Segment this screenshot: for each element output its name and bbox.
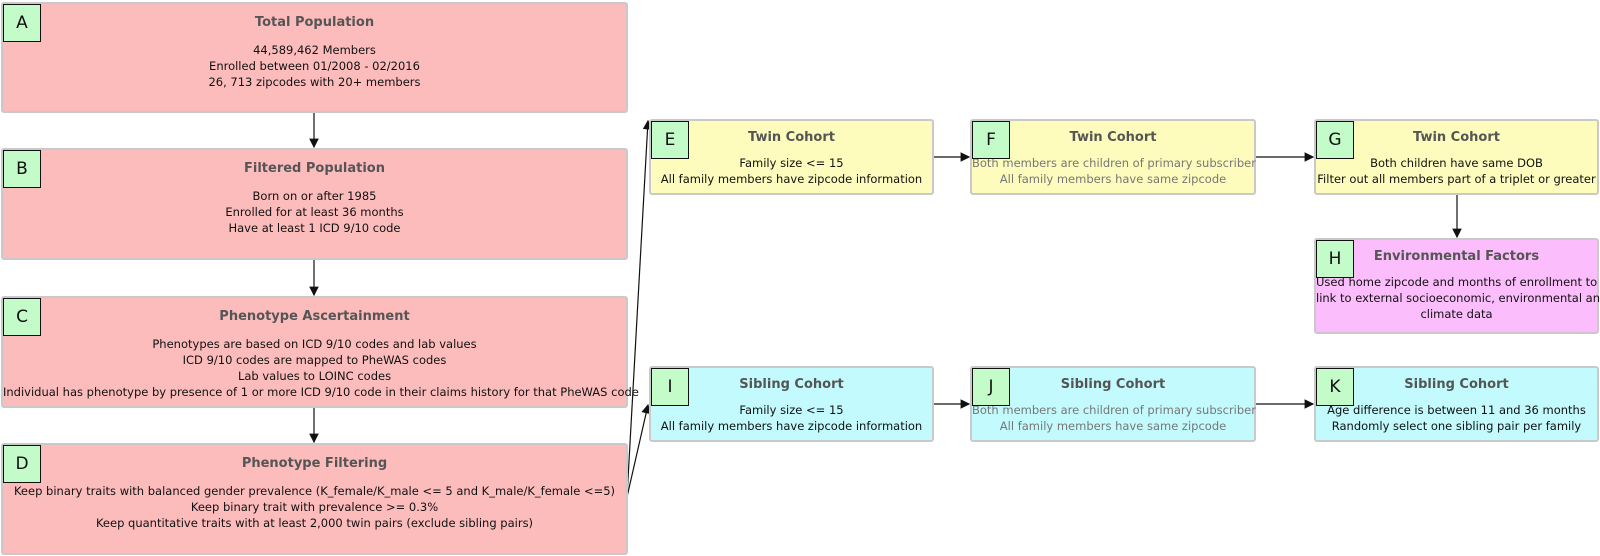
node: H Environmental Factors Used home zipcode … xyxy=(1314,238,1600,334)
node-badge: D xyxy=(3,445,41,483)
node-text: All family members have same zipcode xyxy=(999,419,1227,433)
node-title: Twin Cohort xyxy=(748,130,835,145)
node-badge: B xyxy=(3,150,41,188)
node: D Phenotype Filtering Keep binary traits w… xyxy=(1,443,628,555)
node-text: Keep binary trait with prevalence >= 0.3… xyxy=(190,500,439,514)
node-badge: H xyxy=(1316,240,1354,278)
node-text: climate data xyxy=(1420,307,1493,321)
node-title: Total Population xyxy=(254,15,375,30)
node-text: Age difference is between 11 and 36 mont… xyxy=(1327,403,1586,417)
node-badge: K xyxy=(1316,368,1354,406)
node-title: Twin Cohort xyxy=(1069,130,1157,145)
node-text: All family members have zipcode informat… xyxy=(660,419,923,433)
node-badge: F xyxy=(972,121,1010,159)
node-badge: J xyxy=(972,368,1010,406)
node: I Sibling Cohort Family size <= 15 All fami… xyxy=(649,366,934,442)
node-text: Used home zipcode and months of enrollme… xyxy=(1316,275,1598,289)
node-text: Keep binary traits with balanced gender … xyxy=(13,484,616,498)
arrow xyxy=(626,403,651,498)
node-text: Enrolled for at least 36 months xyxy=(225,205,404,219)
node-badge: C xyxy=(3,298,41,336)
node-badge: I xyxy=(651,368,689,406)
node-title: Twin Cohort xyxy=(1413,130,1500,145)
node-text: All family members have same zipcode xyxy=(999,172,1227,186)
node: E Twin Cohort Family size <= 15 All family … xyxy=(649,119,934,195)
node: K Sibling Cohort Age difference is between… xyxy=(1314,366,1599,442)
node-text: Family size <= 15 xyxy=(739,403,844,417)
node-text: Both members are children of primary sub… xyxy=(972,403,1256,417)
node-title: Environmental Factors xyxy=(1373,249,1540,264)
node-text: Filter out all members part of a triplet… xyxy=(1317,172,1596,186)
node-title: Sibling Cohort xyxy=(1404,377,1509,392)
node-text: Both members are children of primary sub… xyxy=(972,156,1256,170)
node-title: Phenotype Filtering xyxy=(241,456,388,471)
node-title: Filtered Population xyxy=(244,161,385,176)
arrow xyxy=(626,119,653,498)
node: C Phenotype Ascertainment Phenotypes are b… xyxy=(1,296,639,408)
node-title: Sibling Cohort xyxy=(1060,377,1166,392)
node-text: Enrolled between 01/2008 - 02/2016 xyxy=(209,59,420,73)
node: F Twin Cohort Both members are children of… xyxy=(970,119,1256,195)
node: A Total Population 44,589,462 Members Enrol… xyxy=(1,2,628,113)
node-title: Sibling Cohort xyxy=(739,377,844,392)
node-badge: A xyxy=(3,4,41,42)
node-text: Individual has phenotype by presence of … xyxy=(3,385,639,399)
node-text: Lab values to LOINC codes xyxy=(237,369,392,383)
node-text: Keep quantitative traits with at least 2… xyxy=(95,516,534,530)
node-text: Have at least 1 ICD 9/10 code xyxy=(228,221,401,235)
node-text: All family members have zipcode informat… xyxy=(660,172,923,186)
node-title: Phenotype Ascertainment xyxy=(219,309,410,324)
node-text: 26, 713 zipcodes with 20+ members xyxy=(208,75,421,89)
node: J Sibling Cohort Both members are children… xyxy=(970,366,1256,442)
node-badge: G xyxy=(1316,121,1354,159)
node-badge: E xyxy=(651,121,689,159)
node-text: Phenotypes are based on ICD 9/10 codes a… xyxy=(152,337,477,351)
node-text: Family size <= 15 xyxy=(739,156,844,170)
node-text: Born on or after 1985 xyxy=(252,189,377,203)
node-text: Both children have same DOB xyxy=(1370,156,1543,170)
node-text: link to external socioeconomic, environm… xyxy=(1316,291,1600,305)
node-text: 44,589,462 Members xyxy=(253,43,376,57)
node-text: Randomly select one sibling pair per fam… xyxy=(1331,419,1582,433)
node-text: ICD 9/10 codes are mapped to PheWAS code… xyxy=(182,353,447,367)
node: G Twin Cohort Both children have same DOB F… xyxy=(1314,119,1599,195)
node: B Filtered Population Born on or after 198… xyxy=(1,148,628,260)
